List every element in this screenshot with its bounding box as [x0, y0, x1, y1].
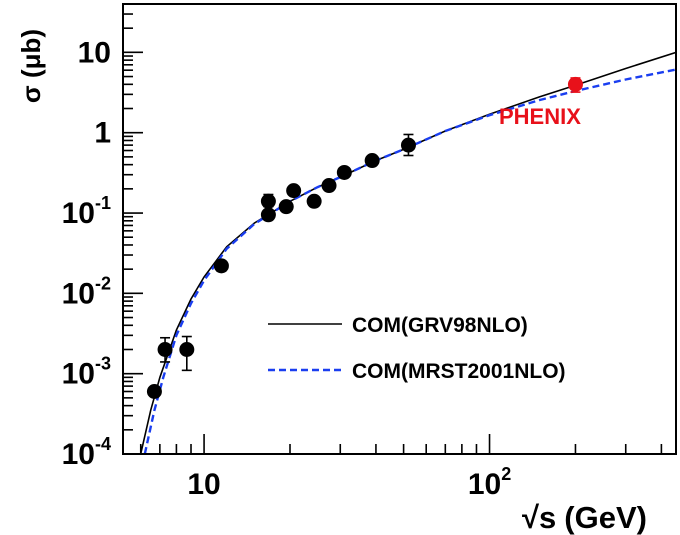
data-point-11	[364, 153, 380, 169]
y-tick-label-base: 10	[78, 36, 111, 69]
y-tick-label: 10-4	[62, 434, 111, 471]
data-point-5	[260, 207, 276, 223]
y-tick-label-base: 10	[62, 358, 95, 391]
data-point-9	[321, 178, 337, 194]
y-tick-label-base: 10	[62, 438, 95, 471]
legend: COM(GRV98NLO) COM(MRST2001NLO)	[268, 314, 566, 383]
x-label-unit: (GeV)	[564, 500, 647, 535]
x-tick-label-base: 10	[187, 468, 220, 501]
phenix-annotation: PHENIX	[499, 104, 581, 129]
curve-grv98	[139, 51, 676, 454]
y-tick-label: 10-2	[62, 273, 111, 310]
x-label-base: s	[539, 500, 556, 535]
axis-ticks	[123, 3, 663, 455]
data-point-12	[400, 137, 416, 153]
data-point-4	[260, 193, 276, 209]
x-tick-label: 10	[187, 468, 220, 501]
legend-entry-grv98: COM(GRV98NLO)	[352, 314, 528, 337]
plot-frame	[122, 3, 677, 455]
y-tick-label-exponent: -2	[95, 273, 111, 293]
x-tick-label-exponent: 2	[501, 464, 511, 484]
y-tick-label-exponent: -1	[95, 193, 111, 213]
plot-border	[122, 3, 677, 455]
data-point-1	[157, 341, 173, 357]
data-point-2	[179, 341, 195, 357]
y-axis-label: σ (μb)	[16, 29, 46, 103]
data-point-8	[306, 193, 322, 209]
x-label-radical: √	[522, 500, 540, 535]
x-tick-label-base: 10	[468, 468, 501, 501]
y-tick-label-base: 10	[62, 197, 95, 230]
y-tick-label: 10	[78, 36, 111, 69]
data-markers	[146, 76, 583, 399]
y-tick-label-exponent: -3	[95, 354, 111, 374]
data-point-6	[278, 199, 294, 215]
y-tick-label-exponent: -4	[95, 434, 111, 454]
curve-mrst2001	[143, 68, 676, 454]
y-tick-label: 10-3	[62, 354, 111, 391]
phenix-point-0	[567, 76, 583, 92]
x-tick-label: 102	[468, 464, 511, 501]
x-axis-label: √s (GeV)	[522, 500, 647, 535]
legend-entry-mrst2001: COM(MRST2001NLO)	[352, 360, 566, 383]
y-tick-label-base: 10	[62, 277, 95, 310]
theory-curves	[139, 51, 676, 454]
y-tick-label: 1	[94, 117, 111, 150]
data-point-10	[336, 164, 352, 180]
data-point-7	[286, 183, 302, 199]
data-point-0	[146, 383, 162, 399]
y-tick-label: 10-1	[62, 193, 111, 230]
data-point-3	[213, 258, 229, 274]
y-tick-label-base: 1	[94, 117, 111, 150]
